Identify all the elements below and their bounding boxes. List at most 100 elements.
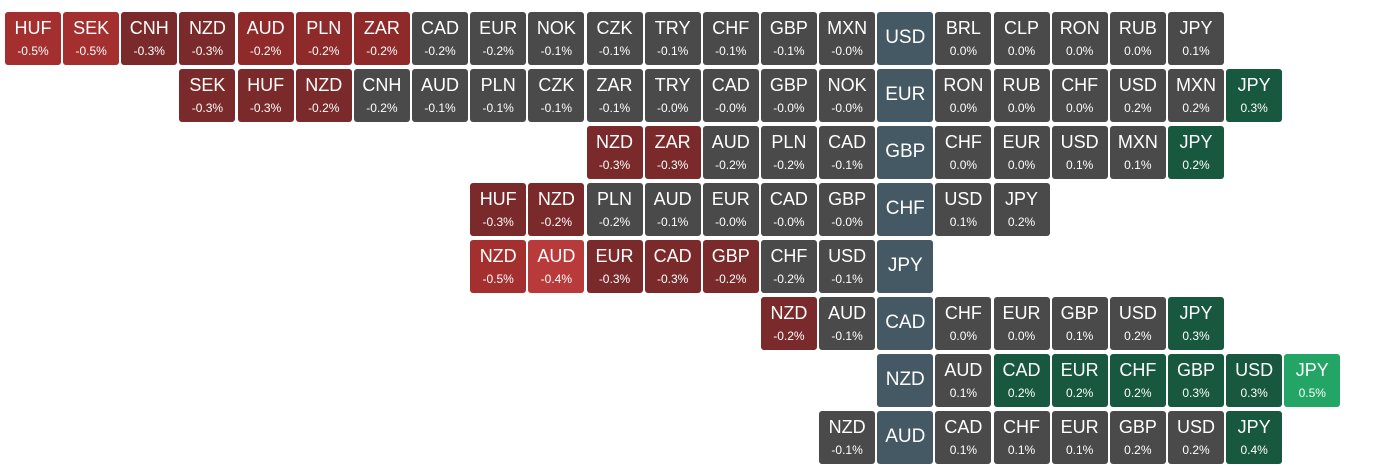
currency-tile[interactable]: RON 0.0% <box>1051 12 1108 65</box>
base-currency-tile[interactable]: USD <box>877 12 934 65</box>
currency-tile[interactable]: NZD -0.3% <box>179 12 236 65</box>
currency-tile[interactable]: CAD -0.3% <box>644 240 701 293</box>
currency-tile[interactable]: PLN -0.2% <box>295 12 352 65</box>
currency-tile[interactable]: CHF 0.0% <box>935 126 992 179</box>
currency-tile[interactable]: GBP -0.2% <box>702 240 759 293</box>
base-currency-tile[interactable]: GBP <box>877 126 934 179</box>
percent-change: -0.0% <box>773 215 805 229</box>
currency-tile[interactable]: GBP 0.1% <box>1051 297 1108 350</box>
currency-code: CAD <box>769 189 808 209</box>
currency-tile[interactable]: CNH -0.2% <box>353 69 410 122</box>
currency-tile[interactable]: PLN -0.2% <box>760 126 817 179</box>
currency-tile[interactable]: AUD -0.2% <box>702 126 759 179</box>
currency-tile[interactable]: RON 0.0% <box>935 69 992 122</box>
currency-tile[interactable]: TRY -0.1% <box>644 12 701 65</box>
currency-tile[interactable]: JPY 0.3% <box>1226 69 1283 122</box>
currency-tile[interactable]: GBP -0.0% <box>760 69 817 122</box>
currency-code: CHF <box>770 246 808 266</box>
currency-tile[interactable]: MXN -0.0% <box>819 12 876 65</box>
currency-tile[interactable]: USD 0.1% <box>1051 126 1108 179</box>
currency-tile[interactable]: CLP 0.0% <box>993 12 1050 65</box>
currency-tile[interactable]: USD 0.2% <box>1168 411 1224 464</box>
currency-tile[interactable]: NOK -0.1% <box>528 12 585 65</box>
currency-tile[interactable]: CHF -0.1% <box>702 12 759 65</box>
currency-tile[interactable]: NZD -0.1% <box>819 411 876 464</box>
currency-tile[interactable]: CZK -0.1% <box>586 12 643 65</box>
currency-tile[interactable]: CHF 0.1% <box>993 411 1050 464</box>
currency-tile[interactable]: CAD 0.1% <box>935 411 992 464</box>
currency-tile[interactable]: USD -0.1% <box>819 240 876 293</box>
currency-tile[interactable]: JPY 0.4% <box>1226 411 1283 464</box>
currency-tile[interactable]: MXN 0.1% <box>1109 126 1166 179</box>
currency-tile[interactable]: NZD -0.2% <box>295 69 352 122</box>
currency-tile[interactable]: CAD -0.2% <box>412 12 469 65</box>
currency-tile[interactable]: AUD -0.1% <box>412 69 469 122</box>
currency-tile[interactable]: CAD 0.2% <box>993 354 1050 407</box>
currency-tile[interactable]: USD 0.2% <box>1109 69 1166 122</box>
base-currency-tile[interactable]: JPY <box>877 240 934 293</box>
currency-tile[interactable]: JPY 0.1% <box>1168 12 1224 65</box>
currency-tile[interactable]: RUB 0.0% <box>993 69 1050 122</box>
currency-tile[interactable]: RUB 0.0% <box>1109 12 1166 65</box>
currency-tile[interactable]: HUF -0.5% <box>5 12 61 65</box>
currency-tile[interactable]: CHF 0.0% <box>1051 69 1108 122</box>
currency-tile[interactable]: NZD -0.5% <box>470 240 527 293</box>
currency-tile[interactable]: AUD 0.1% <box>935 354 992 407</box>
currency-tile[interactable]: ZAR -0.1% <box>586 69 643 122</box>
currency-tile[interactable]: HUF -0.3% <box>237 69 294 122</box>
base-currency-tile[interactable]: CAD <box>877 297 934 350</box>
currency-tile[interactable]: CAD -0.1% <box>819 126 876 179</box>
currency-tile[interactable]: TRY -0.0% <box>644 69 701 122</box>
currency-tile[interactable]: EUR 0.2% <box>1051 354 1108 407</box>
currency-tile[interactable]: SEK -0.5% <box>63 12 120 65</box>
currency-tile[interactable]: PLN -0.1% <box>470 69 527 122</box>
currency-tile[interactable]: EUR -0.3% <box>586 240 643 293</box>
currency-tile[interactable]: CHF 0.2% <box>1109 354 1166 407</box>
currency-tile[interactable]: JPY 0.2% <box>1168 126 1224 179</box>
currency-code: RON <box>943 75 984 95</box>
currency-tile[interactable]: GBP -0.0% <box>819 183 876 236</box>
percent-change: -0.2% <box>424 44 456 58</box>
currency-tile[interactable]: MXN 0.2% <box>1168 69 1224 122</box>
currency-tile[interactable]: AUD -0.4% <box>528 240 585 293</box>
currency-tile[interactable]: SEK -0.3% <box>179 69 236 122</box>
currency-tile[interactable]: NOK -0.0% <box>819 69 876 122</box>
currency-tile[interactable]: PLN -0.2% <box>586 183 643 236</box>
currency-tile[interactable]: AUD -0.1% <box>644 183 701 236</box>
currency-tile[interactable]: HUF -0.3% <box>470 183 527 236</box>
currency-tile[interactable]: USD 0.3% <box>1226 354 1283 407</box>
currency-tile[interactable]: ZAR -0.3% <box>644 126 701 179</box>
currency-tile[interactable]: CHF -0.2% <box>760 240 817 293</box>
base-currency-tile[interactable]: CHF <box>877 183 934 236</box>
currency-tile[interactable]: EUR -0.0% <box>702 183 759 236</box>
currency-tile[interactable]: GBP -0.1% <box>760 12 817 65</box>
currency-tile[interactable]: USD 0.1% <box>935 183 992 236</box>
currency-tile[interactable]: CAD -0.0% <box>702 69 759 122</box>
currency-tile[interactable]: CNH -0.3% <box>121 12 178 65</box>
currency-tile[interactable]: CAD -0.0% <box>760 183 817 236</box>
base-currency-tile[interactable]: AUD <box>877 411 934 464</box>
currency-tile[interactable]: GBP 0.2% <box>1109 411 1166 464</box>
currency-tile[interactable]: ZAR -0.2% <box>353 12 410 65</box>
currency-tile[interactable]: EUR 0.0% <box>993 297 1050 350</box>
currency-tile[interactable]: EUR -0.2% <box>470 12 527 65</box>
currency-tile[interactable]: JPY 0.3% <box>1168 297 1224 350</box>
currency-tile[interactable]: BRL 0.0% <box>935 12 992 65</box>
currency-tile[interactable]: EUR 0.0% <box>993 126 1050 179</box>
currency-tile[interactable]: NZD -0.3% <box>586 126 643 179</box>
base-currency-tile[interactable]: NZD <box>877 354 934 407</box>
currency-tile[interactable]: USD 0.2% <box>1109 297 1166 350</box>
currency-tile[interactable]: CZK -0.1% <box>528 69 585 122</box>
currency-tile[interactable]: JPY 0.5% <box>1284 354 1341 407</box>
currency-code: GBP <box>1176 360 1215 380</box>
percent-change: -0.0% <box>831 101 863 115</box>
currency-tile[interactable]: AUD -0.1% <box>819 297 876 350</box>
base-currency-tile[interactable]: EUR <box>877 69 934 122</box>
currency-tile[interactable]: GBP 0.3% <box>1168 354 1224 407</box>
currency-tile[interactable]: NZD -0.2% <box>528 183 585 236</box>
currency-tile[interactable]: EUR 0.1% <box>1051 411 1108 464</box>
currency-tile[interactable]: AUD -0.2% <box>237 12 294 65</box>
currency-tile[interactable]: NZD -0.2% <box>760 297 817 350</box>
currency-tile[interactable]: JPY 0.2% <box>993 183 1050 236</box>
currency-tile[interactable]: CHF 0.0% <box>935 297 992 350</box>
